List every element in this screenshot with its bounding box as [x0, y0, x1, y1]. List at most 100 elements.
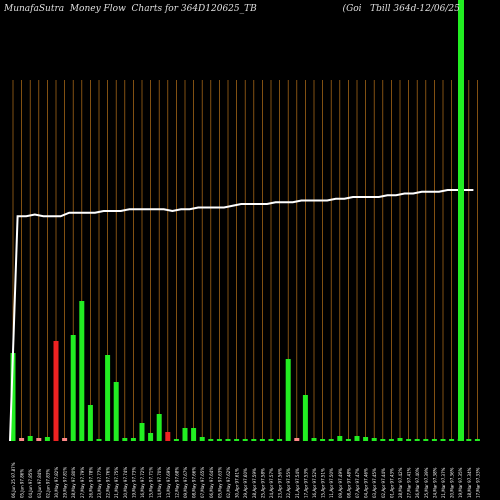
bar: [414, 439, 420, 441]
bar: [251, 439, 257, 441]
bar: [242, 439, 248, 441]
x-tick-label: 02,Apr 97.44%: [381, 468, 386, 498]
bar: [423, 439, 429, 441]
bar: [234, 439, 240, 441]
bar: [148, 433, 154, 441]
x-tick-label: 06,Jun 25 97.87%: [11, 462, 16, 498]
bar: [165, 432, 171, 441]
bar: [285, 359, 291, 441]
bar: [431, 439, 437, 441]
x-tick-label: 27,May 97.79%: [80, 467, 85, 498]
bar: [105, 355, 111, 441]
bar: [208, 439, 214, 441]
bar: [328, 439, 334, 441]
x-tick-label: 08,May 97.66%: [192, 467, 197, 498]
x-tick-label: 25,Mar 97.39%: [424, 467, 429, 498]
x-tick-label: 24,Mar 97.38%: [432, 467, 437, 498]
x-tick-label: 03,Jun 97.84%: [37, 469, 42, 498]
bar: [70, 335, 76, 441]
bar: [268, 439, 274, 441]
x-tick-label: 19,May 97.73%: [131, 467, 136, 498]
x-tick-label: 22,Apr 97.55%: [286, 468, 291, 498]
money-flow-line: [9, 189, 474, 442]
x-tick-label: 15,Apr 97.51%: [321, 468, 326, 498]
x-tick-label: 23,Apr 97.56%: [278, 468, 283, 498]
bar: [87, 405, 93, 441]
bar: [130, 438, 136, 441]
bar: [122, 438, 128, 441]
x-tick-label: 02,Jun 97.83%: [45, 469, 50, 498]
bar: [53, 341, 59, 441]
bar: [449, 439, 455, 441]
x-tick-label: 02,May 97.62%: [226, 467, 231, 498]
x-tick-label: 21,May 97.75%: [114, 467, 119, 498]
bar: [173, 439, 179, 441]
bar: [345, 439, 351, 441]
bar: [406, 439, 412, 441]
x-tick-label: 16,Apr 97.52%: [312, 468, 317, 498]
x-tick-label: 24,Apr 97.57%: [269, 468, 274, 498]
x-tick-label: 20,Mar 97.36%: [450, 467, 455, 498]
x-tick-label: 23,May 97.77%: [97, 467, 102, 498]
bar: [259, 439, 265, 441]
x-tick-label: 14,May 97.70%: [157, 467, 162, 498]
bar: [113, 382, 119, 441]
x-tick-label: 11,Apr 97.50%: [329, 468, 334, 498]
bar: [311, 438, 317, 441]
x-tick-label: 26,Mar 97.40%: [415, 467, 420, 498]
bar: [371, 438, 377, 441]
x-tick-label: 17,Mar 97.33%: [475, 467, 480, 498]
bar: [199, 437, 205, 441]
bar: [302, 395, 308, 441]
bar: [156, 414, 162, 441]
x-tick-label: 21,Apr 97.54%: [295, 468, 300, 498]
bar: [19, 438, 25, 441]
bar: [191, 428, 197, 441]
x-tick-label: 25,Apr 97.58%: [260, 468, 265, 498]
x-tick-label: 07,Apr 97.47%: [355, 468, 360, 498]
bar: [440, 439, 446, 441]
bar: [474, 439, 480, 441]
bar: [320, 439, 326, 441]
x-tick-label: 15,May 97.71%: [149, 467, 154, 498]
bar: [79, 301, 85, 441]
bar: [388, 439, 394, 441]
x-tick-label: 18,Mar 97.34%: [467, 467, 472, 498]
bar: [397, 438, 403, 441]
x-tick-label: 08,Apr 97.48%: [346, 468, 351, 498]
x-tick-label: 29,May 97.81%: [63, 467, 68, 498]
x-tick-label: 26,May 97.78%: [88, 467, 93, 498]
x-tick-label: 09,May 97.67%: [183, 467, 188, 498]
x-tick-label: 17,Apr 97.53%: [303, 468, 308, 498]
x-tick-label: 04,Apr 97.46%: [364, 468, 369, 498]
bar: [96, 439, 102, 441]
x-tick-label: 16,May 97.72%: [140, 467, 145, 498]
x-tick-label: 12,May 97.68%: [174, 467, 179, 498]
bar: [36, 438, 42, 441]
x-tick-label: 27,Mar 97.41%: [407, 467, 412, 498]
right-edge-bar: [458, 0, 464, 441]
x-tick-label: 28,May 97.80%: [71, 467, 76, 498]
x-tick-label: 05,Jun 97.86%: [20, 469, 25, 498]
bar: [225, 439, 231, 441]
x-tick-label: 09,Apr 97.49%: [338, 468, 343, 498]
bar: [337, 436, 343, 441]
bar: [10, 353, 16, 441]
bar: [277, 439, 283, 441]
x-tick-label: 20,May 97.74%: [123, 467, 128, 498]
bar: [216, 439, 222, 441]
x-tick-label: 05,May 97.63%: [217, 467, 222, 498]
bar: [294, 438, 300, 441]
bar: [466, 439, 472, 441]
bar: [354, 436, 360, 441]
x-tick-label: 01,Apr 97.43%: [389, 468, 394, 498]
x-tick-label: 22,May 97.76%: [106, 467, 111, 498]
bar: [380, 439, 386, 441]
bar: [139, 423, 145, 441]
x-tick-label: 06,May 97.64%: [209, 467, 214, 498]
chart-title: MunafaSutra Money Flow Charts for 364D12…: [4, 4, 460, 14]
x-tick-label: 21,Mar 97.37%: [441, 467, 446, 498]
x-tick-label: 28,Mar 97.42%: [398, 467, 403, 498]
